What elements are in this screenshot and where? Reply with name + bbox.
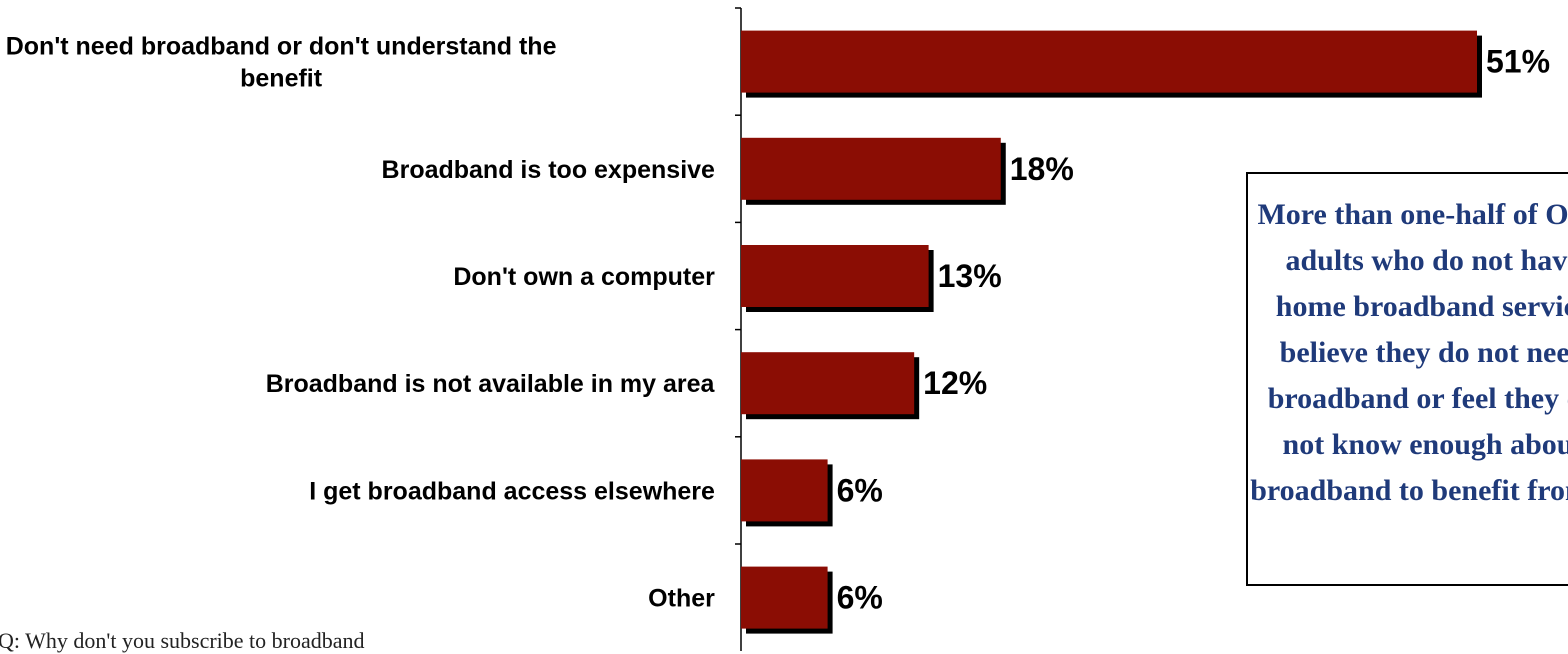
callout-box: More than one-half of Ohio adults who do… — [1246, 172, 1568, 586]
category-labels: Don't need broadband or don't understand… — [6, 33, 716, 613]
bars — [741, 30, 1482, 634]
category-label: Other — [648, 585, 715, 613]
bar — [741, 352, 915, 415]
category-label: Don't need broadband or don't understand… — [6, 33, 557, 93]
bar — [741, 245, 929, 307]
bar — [741, 137, 1001, 200]
bar — [741, 459, 828, 522]
category-axis — [735, 7, 742, 651]
value-label: 13% — [938, 258, 1002, 294]
bar — [741, 30, 1477, 93]
category-label: Broadband is too expensive — [382, 156, 716, 184]
value-label: 6% — [837, 580, 883, 616]
value-label: 12% — [923, 365, 987, 401]
category-label: Broadband is not available in my area — [266, 370, 716, 398]
survey-question-footnote: Q: Why don't you subscribe to broadband — [0, 628, 365, 653]
category-label: Don't own a computer — [453, 263, 715, 291]
bar — [741, 566, 828, 629]
value-label: 18% — [1010, 151, 1074, 187]
value-label: 6% — [837, 472, 883, 508]
category-label: I get broadband access elsewhere — [309, 477, 715, 505]
callout-text: More than one-half of Ohio adults who do… — [1250, 198, 1568, 507]
value-labels: 51% 18% 13% 12% 6% 6% — [837, 44, 1550, 616]
value-label: 51% — [1486, 44, 1550, 80]
